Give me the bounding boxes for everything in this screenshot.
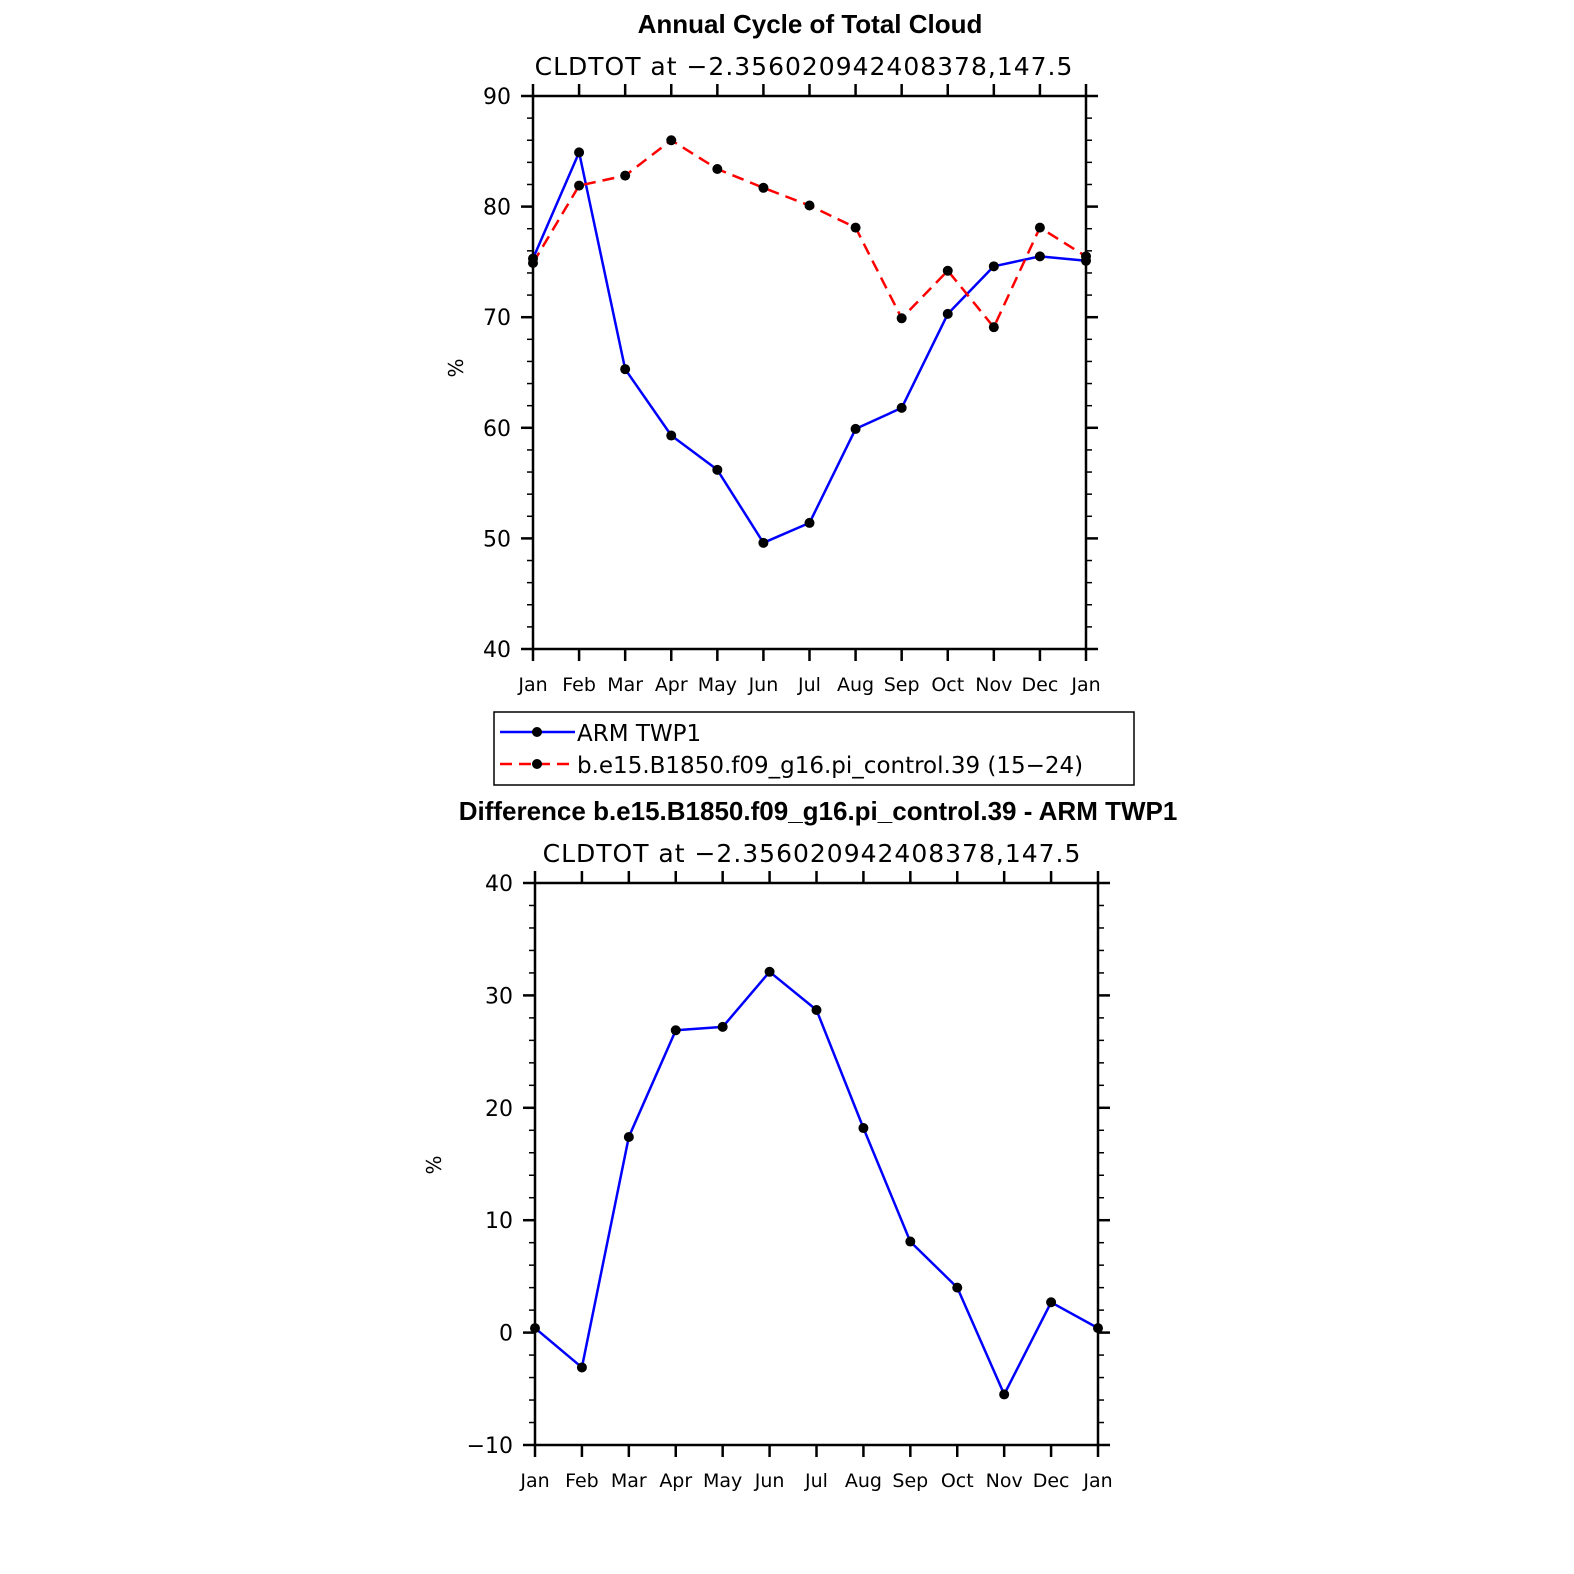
chart2-series-0-point <box>717 1021 728 1032</box>
chart1-ytick-label: 40 <box>483 638 511 663</box>
chart2-xtick-label: Feb <box>565 1470 599 1492</box>
chart1-series-1-point <box>1034 222 1045 233</box>
chart2-xtick-label: May <box>703 1470 742 1492</box>
chart2-xtick-label: Nov <box>986 1470 1023 1492</box>
chart1-series-1-point <box>758 182 769 193</box>
chart1-series-1-point <box>896 313 907 324</box>
chart1-ytick-label: 70 <box>483 306 511 331</box>
chart1-xtick-label: Jan <box>517 674 547 696</box>
chart1-xtick-label: Oct <box>931 674 964 696</box>
chart2-series-0-point <box>764 966 775 977</box>
chart2-xtick-label: Jan <box>519 1470 549 1492</box>
legend-entry-arm: ARM TWP1 <box>577 721 701 747</box>
chart2-title: Difference b.e15.B1850.f09_g16.pi_contro… <box>459 796 1178 826</box>
chart2-series-0-point <box>858 1123 869 1134</box>
chart1-series-1-point <box>712 163 723 174</box>
chart2-ytick-label: 0 <box>499 1322 513 1347</box>
chart2-series-0-point <box>530 1323 540 1334</box>
chart1-plot-frame <box>531 94 1088 651</box>
chart1-series-1-point <box>850 222 861 233</box>
chart1-xtick-label: Feb <box>562 674 596 696</box>
legend-entry-model: b.e15.B1850.f09_g16.pi_control.39 (15−24… <box>577 753 1083 779</box>
chart2-ytick-label: 30 <box>485 984 513 1009</box>
chart1-xtick-label: Apr <box>655 674 688 696</box>
chart1-series-1-point <box>574 180 585 191</box>
chart2-xtick-label: Mar <box>611 1470 647 1492</box>
chart2-series-0-point <box>811 1005 822 1016</box>
chart2-xtick-label: Apr <box>659 1470 692 1492</box>
chart1-xtick-label: Sep <box>884 674 920 696</box>
chart2-xtick-label: Dec <box>1033 1470 1070 1492</box>
legend-box <box>493 711 1135 786</box>
chart2-ytick-label: 10 <box>485 1209 513 1234</box>
chart1-series-0-point <box>804 517 815 528</box>
chart1-xtick-label: Jun <box>748 674 779 696</box>
chart1-series-0-point <box>758 537 769 548</box>
annual-cycle-chart: Annual Cycle of Total Cloud CLDTOT at −2… <box>444 9 1101 696</box>
chart2-xtick-label: Aug <box>845 1470 882 1492</box>
chart1-series-line-1 <box>531 138 1087 329</box>
chart1-xtick-label: Dec <box>1022 674 1059 696</box>
chart2-xtick-label: Jun <box>754 1470 785 1492</box>
chart1-series-1-point <box>528 258 538 269</box>
chart1-series-0-point <box>574 147 585 158</box>
chart1-series-0-point <box>942 308 953 319</box>
chart1-series-0-point <box>712 464 723 475</box>
chart1-ytick-label: 80 <box>483 196 511 221</box>
chart1-title: Annual Cycle of Total Cloud <box>638 9 983 39</box>
chart1-xtick-label: Jan <box>1070 674 1100 696</box>
chart1-series-1-point <box>666 135 677 146</box>
chart2-plot-frame <box>533 881 1100 1447</box>
chart1-series-0-point <box>850 423 861 434</box>
chart2-series-0-point <box>576 1362 587 1373</box>
chart1-series-1-point <box>804 200 815 211</box>
chart2-series-0-point <box>670 1025 681 1036</box>
chart1-ytick-label: 60 <box>483 417 511 442</box>
chart1-series-0-point <box>620 364 631 375</box>
chart1-xtick-label: Mar <box>607 674 643 696</box>
chart1-subtitle: CLDTOT at −2.356020942408378,147.5 <box>535 52 1074 81</box>
chart2-series-0-point <box>999 1389 1010 1400</box>
chart1-series-1-point <box>942 265 953 276</box>
chart2-xtick-label: Jul <box>804 1470 828 1492</box>
chart2-subtitle: CLDTOT at −2.356020942408378,147.5 <box>543 839 1082 868</box>
chart2-y-axis-label: % <box>422 1155 446 1174</box>
legend-marker-model <box>532 759 542 769</box>
chart2-series-0-point <box>623 1132 634 1143</box>
chart1-y-axis-label: % <box>444 358 468 377</box>
chart2-series-0-point <box>905 1236 916 1247</box>
difference-chart: Difference b.e15.B1850.f09_g16.pi_contro… <box>422 796 1177 1492</box>
chart1-series-0-point <box>1034 251 1045 262</box>
chart1-xtick-label: Jul <box>797 674 821 696</box>
chart1-xtick-label: Nov <box>975 674 1012 696</box>
chart1-ytick-label: 50 <box>483 527 511 552</box>
chart1-series-1-point <box>988 322 999 333</box>
chart1-series-0-point <box>896 402 907 413</box>
chart2-ytick-label: 40 <box>485 872 513 897</box>
chart1-series-0-point <box>988 261 999 272</box>
chart2-series-0-point <box>952 1282 963 1293</box>
chart2-series-line-0 <box>534 970 1099 1396</box>
legend-marker-arm <box>532 727 542 737</box>
chart2-xtick-label: Oct <box>941 1470 974 1492</box>
chart1-series-1-point <box>1081 251 1091 262</box>
chart2-ytick-label: 20 <box>485 1097 513 1122</box>
chart1-xtick-label: Aug <box>837 674 874 696</box>
chart2-ytick-label: −10 <box>467 1434 513 1459</box>
chart1-ytick-label: 90 <box>483 85 511 110</box>
chart1-series-line-0 <box>531 151 1087 545</box>
chart2-xtick-label: Sep <box>892 1470 928 1492</box>
legend: ARM TWP1 b.e15.B1850.f09_g16.pi_control.… <box>493 711 1135 786</box>
chart2-xtick-label: Jan <box>1082 1470 1112 1492</box>
chart1-series-0-point <box>666 430 677 441</box>
chart2-series-0-point <box>1046 1297 1057 1308</box>
chart1-xtick-label: May <box>698 674 737 696</box>
chart2-series-0-point <box>1093 1323 1103 1334</box>
chart1-series-1-point <box>620 170 631 181</box>
